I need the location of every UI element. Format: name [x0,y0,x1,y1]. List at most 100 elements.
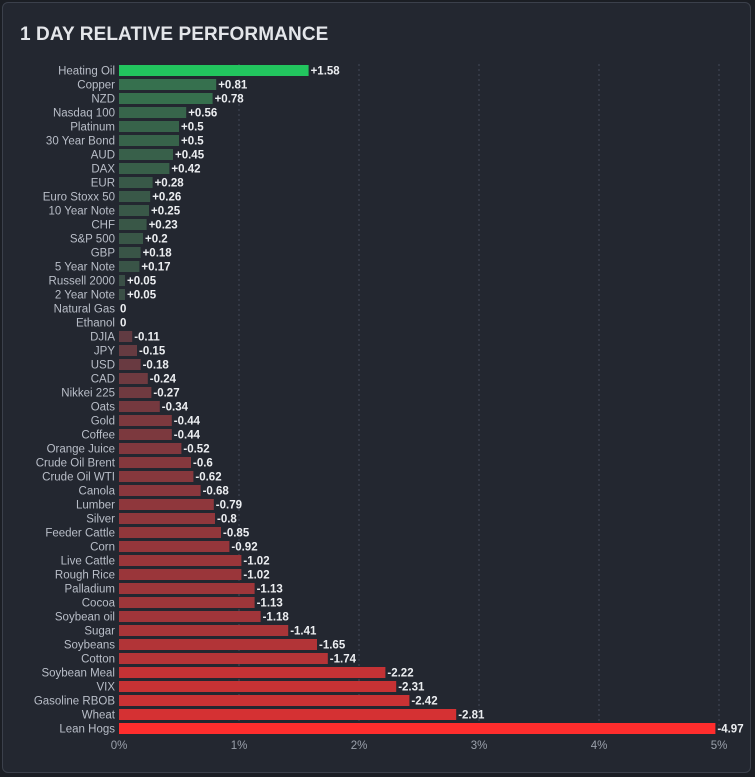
bar [119,485,201,496]
bar [119,653,328,664]
bar [119,289,125,300]
bar [119,541,230,552]
category-label: 5 Year Note [55,262,115,274]
bar [119,583,255,594]
value-label: +0.23 [149,220,178,232]
value-label: +0.25 [151,206,181,218]
bar [119,275,125,286]
category-label: Euro Stoxx 50 [43,192,115,204]
category-label: Copper [77,80,115,92]
bar [119,205,149,216]
category-label: Cotton [81,654,115,666]
bar [119,247,141,258]
category-label: Ethanol [76,318,115,330]
bar [119,261,140,272]
category-label: Feeder Cattle [45,528,115,540]
category-label: USD [91,360,115,372]
x-tick-label: 0% [111,740,128,752]
category-label: JPY [94,346,115,358]
value-label: 0 [120,304,126,316]
bar [119,527,221,538]
value-label: -0.24 [150,374,177,386]
value-label: +1.58 [311,66,341,78]
category-label: Corn [90,542,115,554]
category-label: Soybeans [64,640,115,652]
bar [119,191,151,202]
category-label: Soybean Meal [41,668,115,680]
category-label: VIX [96,682,115,694]
category-label: Heating Oil [58,66,115,78]
bar [119,695,410,706]
value-label: +0.56 [188,108,217,120]
bar [119,359,141,370]
category-label: 30 Year Bond [46,136,115,148]
bar [119,723,716,734]
category-label: CHF [91,220,115,232]
category-label: Crude Oil WTI [42,472,115,484]
bar [119,415,172,426]
bar [119,345,137,356]
category-label: Lumber [76,500,115,512]
value-label: -0.68 [203,486,230,498]
value-label: -0.6 [193,458,213,470]
bar [119,639,317,650]
value-label: +0.05 [127,290,157,302]
bar [119,177,153,188]
category-label: 10 Year Note [48,206,115,218]
category-label: 2 Year Note [55,290,115,302]
category-label: CAD [91,374,115,386]
bar [119,555,242,566]
category-label: Crude Oil Brent [36,458,116,470]
category-label: Palladium [65,584,116,596]
value-label: -0.44 [174,430,201,442]
value-label: -0.11 [134,332,160,344]
value-label: -1.74 [330,654,357,666]
value-label: -0.27 [153,388,179,400]
value-label: -2.31 [398,682,425,694]
value-label: +0.28 [155,178,185,190]
value-label: -0.79 [216,500,242,512]
value-label: -0.15 [139,346,166,358]
chart-title: 1 DAY RELATIVE PERFORMANCE [20,24,329,45]
grid-lines [238,64,720,734]
category-label: Nikkei 225 [61,388,115,400]
value-label: -0.85 [223,528,250,540]
bar [119,233,143,244]
x-tick-label: 4% [591,740,608,752]
value-label: +0.05 [127,276,157,288]
value-label: +0.2 [145,234,168,246]
bar [119,401,160,412]
bar [119,107,187,118]
bar [119,569,242,580]
category-label: DJIA [90,332,115,344]
value-label: +0.42 [171,164,200,176]
bar [119,65,309,76]
value-label: +0.26 [152,192,181,204]
x-axis-ticks: 0% 1% 2% 3% 4% 5% [111,740,728,752]
category-label: Russell 2000 [49,276,115,288]
value-label: -1.02 [243,570,269,582]
bar [119,93,213,104]
bar [119,443,182,454]
bar [119,163,170,174]
value-label: +0.78 [215,94,245,106]
x-tick-label: 1% [231,740,248,752]
category-label: NZD [91,94,115,106]
value-label: -2.81 [458,710,485,722]
value-label: +0.81 [218,80,248,92]
value-label: -1.18 [263,612,290,624]
value-label: -0.34 [162,402,189,414]
bar [119,387,152,398]
category-label: Silver [86,514,115,526]
category-label: Oats [91,402,116,414]
category-label: Cocoa [82,598,116,610]
category-label: Platinum [70,122,115,134]
value-label: -0.18 [143,360,170,372]
bar [119,457,191,468]
category-label: Gold [91,416,115,428]
value-label: -0.92 [231,542,257,554]
bar [119,499,214,510]
value-label: +0.18 [143,248,173,260]
category-label: Live Cattle [61,556,115,568]
